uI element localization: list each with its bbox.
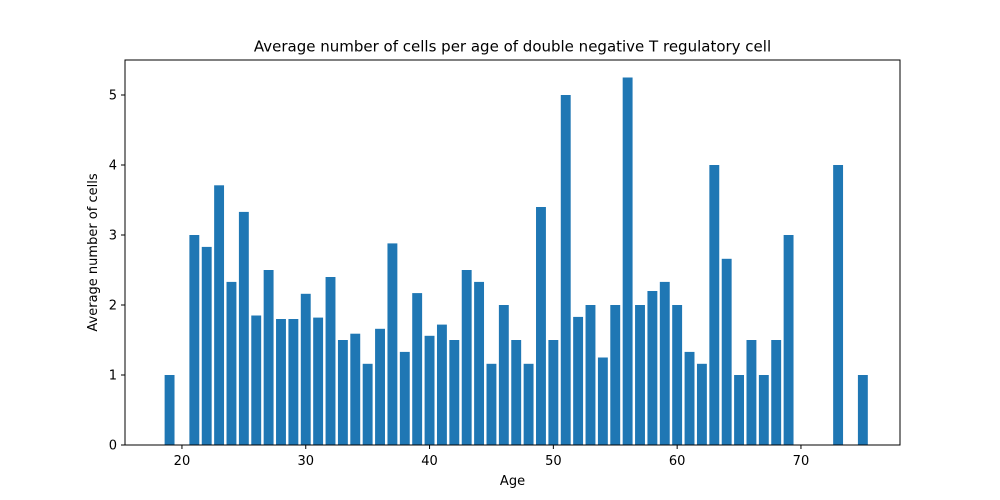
x-tick-label: 70 (793, 454, 810, 469)
x-tick-label: 40 (421, 454, 438, 469)
bar-age-51 (560, 95, 571, 445)
bar-age-32 (325, 277, 336, 445)
bar-age-30 (300, 293, 311, 445)
bar-age-25 (238, 211, 249, 445)
bar-age-66 (746, 340, 757, 445)
bar-age-34 (350, 333, 361, 445)
bar-age-24 (226, 281, 237, 445)
bar-age-55 (610, 305, 621, 445)
bar-age-49 (536, 207, 546, 445)
bar-age-54 (597, 357, 608, 445)
bar-age-52 (573, 316, 584, 445)
bar-age-73 (833, 165, 844, 445)
bar-age-75 (857, 375, 868, 445)
bar-age-46 (498, 305, 509, 445)
bars (164, 77, 868, 446)
bar-age-67 (758, 375, 769, 445)
bar-age-64 (721, 258, 732, 445)
bar-age-58 (647, 291, 658, 445)
bar-age-23 (214, 185, 225, 446)
bar-age-40 (424, 335, 435, 445)
bar-age-37 (387, 243, 398, 445)
y-tick-label: 4 (109, 159, 117, 174)
bar-age-38 (399, 351, 410, 445)
bar-age-31 (313, 317, 324, 445)
y-tick-label: 2 (109, 299, 117, 314)
bar-age-22 (201, 246, 212, 445)
bar-age-26 (251, 315, 262, 445)
x-tick-label: 60 (669, 454, 686, 469)
bar-age-43 (461, 270, 472, 445)
y-tick-label: 5 (109, 89, 117, 104)
bar-age-48 (523, 363, 534, 445)
bar-age-39 (412, 293, 423, 445)
bar-age-59 (659, 281, 670, 445)
bar-age-29 (288, 319, 299, 445)
bar-age-60 (672, 305, 683, 445)
bar-age-19 (164, 375, 175, 445)
bar-age-42 (449, 340, 460, 445)
bar-age-68 (771, 340, 782, 445)
chart-title: Average number of cells per age of doubl… (254, 38, 771, 56)
bar-age-63 (709, 165, 720, 445)
bar-age-62 (696, 363, 707, 445)
bar-age-56 (622, 77, 633, 445)
bar-age-44 (474, 281, 485, 445)
bar-age-47 (511, 340, 522, 445)
bar-age-50 (548, 340, 559, 445)
x-tick-label: 50 (545, 454, 562, 469)
bar-age-57 (635, 305, 645, 445)
bar-age-21 (189, 235, 200, 445)
bar-age-69 (783, 235, 794, 445)
bar-age-28 (276, 319, 286, 445)
bar-age-27 (263, 270, 274, 445)
y-tick-label: 1 (109, 369, 117, 384)
x-tick-label: 30 (297, 454, 314, 469)
y-tick-label: 0 (109, 439, 117, 454)
bar-age-35 (362, 363, 373, 445)
bar-age-65 (734, 375, 745, 445)
bar-age-45 (486, 363, 497, 445)
bar-age-33 (337, 340, 348, 445)
bar-age-53 (585, 305, 596, 445)
bar-age-41 (436, 324, 447, 445)
y-axis-ticks: 0 1 2 3 4 5 (109, 89, 125, 454)
bar-age-61 (684, 351, 695, 445)
x-axis-ticks: 20 30 40 50 60 70 (174, 445, 810, 469)
bar-age-36 (375, 328, 385, 445)
y-tick-label: 3 (109, 229, 117, 244)
plot-frame (124, 59, 901, 446)
x-tick-label: 20 (174, 454, 191, 469)
x-axis-label: Age (500, 474, 525, 489)
y-axis-label: Average number of cells (86, 173, 101, 331)
